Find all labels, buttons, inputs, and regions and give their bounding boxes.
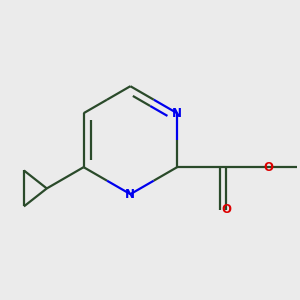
Text: O: O (264, 161, 274, 174)
Text: N: N (172, 107, 182, 120)
Text: N: N (125, 188, 135, 201)
Text: O: O (221, 203, 231, 216)
